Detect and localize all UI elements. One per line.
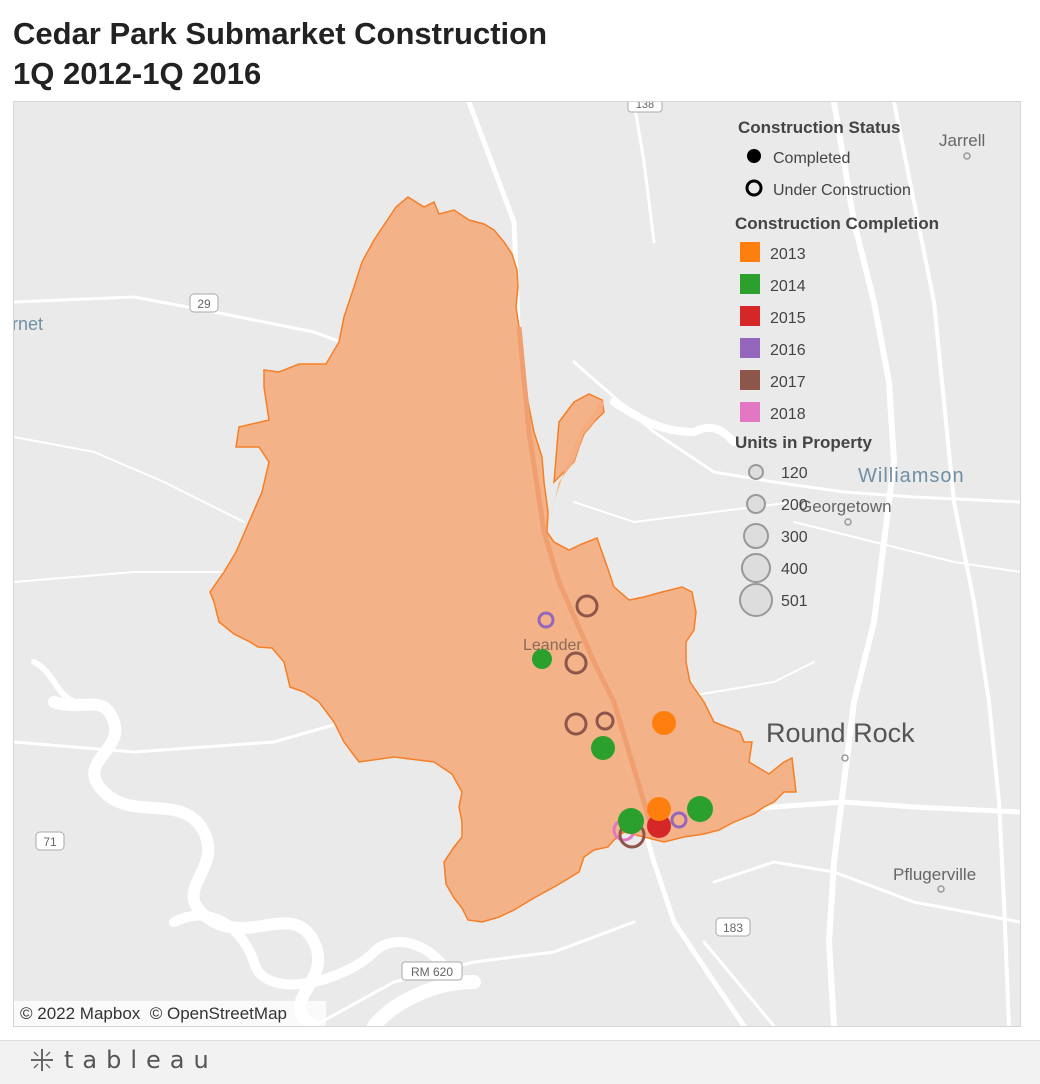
property-marker-2015-completed[interactable] bbox=[647, 814, 671, 838]
property-marker-2014-completed[interactable] bbox=[591, 736, 615, 760]
property-marker-2014-completed[interactable] bbox=[687, 796, 713, 822]
legend-swatch-2015 bbox=[740, 306, 760, 326]
highway-183-through-submarket bbox=[516, 326, 657, 838]
property-marker-2017-under-construction[interactable] bbox=[575, 594, 599, 618]
tableau-plus-icon bbox=[31, 1049, 53, 1071]
legend-swatch-2017 bbox=[740, 370, 760, 390]
property-marker-2017-under-construction[interactable] bbox=[595, 711, 615, 731]
legend-swatch-2018 bbox=[740, 402, 760, 422]
legend-label-2014: 2014 bbox=[770, 278, 806, 295]
place-label-round-rock: Round Rock bbox=[766, 718, 915, 748]
svg-text:183: 183 bbox=[723, 921, 743, 935]
property-marker-2016-under-construction[interactable] bbox=[670, 811, 688, 829]
legend-label-2013: 2013 bbox=[770, 246, 806, 263]
place-label-leander: Leander bbox=[523, 637, 582, 654]
road-shield-183: 183 bbox=[715, 917, 751, 937]
property-marker-2017-under-construction[interactable] bbox=[564, 712, 588, 736]
title-line-2: 1Q 2012-1Q 2016 bbox=[13, 56, 262, 91]
legend-completed-marker bbox=[747, 149, 761, 163]
place-dot-round-rock bbox=[841, 754, 849, 762]
road-shield-rm620: RM 620 bbox=[401, 961, 463, 981]
title-line-1: Cedar Park Submarket Construction bbox=[13, 16, 548, 51]
legend-status-under-construction: Under Construction bbox=[773, 182, 911, 199]
map-legend: Construction Status Completed Under Cons… bbox=[735, 118, 939, 617]
svg-text:© 2022 Mapbox © OpenStreetMap: © 2022 Mapbox © OpenStreetMap bbox=[20, 1004, 287, 1023]
legend-under-construction-marker bbox=[745, 179, 763, 197]
dashboard-title: Cedar Park Submarket Construction 1Q 201… bbox=[13, 14, 547, 94]
property-marker-2014-completed[interactable] bbox=[618, 808, 644, 834]
legend-label-2015: 2015 bbox=[770, 310, 806, 327]
legend-units-label-300: 300 bbox=[781, 529, 808, 546]
legend-units-marker-200 bbox=[746, 494, 766, 514]
roads-layer bbox=[14, 102, 1020, 1026]
svg-text:71: 71 bbox=[43, 835, 57, 849]
legend-units-marker-300 bbox=[743, 523, 769, 549]
legend-units-label-400: 400 bbox=[781, 561, 808, 578]
legend-status-completed: Completed bbox=[773, 150, 850, 167]
legend-label-2017: 2017 bbox=[770, 374, 806, 391]
legend-swatch-2014 bbox=[740, 274, 760, 294]
property-marker-2016-under-construction[interactable] bbox=[537, 611, 555, 629]
legend-units-marker-120 bbox=[748, 464, 764, 480]
svg-text:138: 138 bbox=[636, 102, 654, 111]
road-shield-138: 138 bbox=[627, 102, 663, 113]
property-marker-2013-completed[interactable] bbox=[647, 797, 671, 821]
property-marker-2013-completed[interactable] bbox=[652, 711, 676, 735]
legend-units-marker-400 bbox=[741, 553, 771, 583]
submarket-east-lobe bbox=[547, 400, 604, 532]
place-label-georgetown: Georgetown bbox=[799, 497, 892, 516]
map-view[interactable]: 138 29 71 183 RM 620 Jarrell rnet Willia… bbox=[13, 101, 1021, 1027]
svg-text:29: 29 bbox=[197, 297, 211, 311]
property-marker-2017-under-construction[interactable] bbox=[564, 651, 588, 675]
map-attribution[interactable]: © 2022 Mapbox © OpenStreetMap bbox=[14, 1001, 326, 1026]
water-layer bbox=[31, 398, 738, 1026]
map-canvas[interactable]: 138 29 71 183 RM 620 Jarrell rnet Willia… bbox=[14, 102, 1020, 1026]
legend-units-label-120: 120 bbox=[781, 465, 808, 482]
tableau-footer-bar bbox=[0, 1040, 1040, 1084]
legend-completion-title: Construction Completion bbox=[735, 214, 939, 233]
place-label-williamson: Williamson bbox=[858, 465, 965, 487]
place-label-bernet: rnet bbox=[14, 314, 43, 334]
svg-text:RM 620: RM 620 bbox=[411, 965, 453, 979]
legend-label-2016: 2016 bbox=[770, 342, 806, 359]
legend-units-label-200: 200 bbox=[781, 497, 808, 514]
legend-swatch-2013 bbox=[740, 242, 760, 262]
place-label-jarrell: Jarrell bbox=[939, 131, 985, 150]
road-shield-29: 29 bbox=[189, 293, 219, 313]
tableau-logo[interactable]: tableau bbox=[28, 1046, 218, 1074]
place-dot-georgetown bbox=[844, 518, 852, 526]
legend-units-label-501: 501 bbox=[781, 593, 808, 610]
place-dot-jarrell bbox=[963, 152, 971, 160]
property-markers[interactable] bbox=[532, 594, 713, 849]
legend-units-marker-501 bbox=[739, 583, 773, 617]
place-dot-pflugerville bbox=[937, 885, 945, 893]
legend-swatch-2016 bbox=[740, 338, 760, 358]
legend-label-2018: 2018 bbox=[770, 406, 806, 423]
legend-status-title: Construction Status bbox=[738, 118, 900, 137]
road-shield-71: 71 bbox=[35, 831, 65, 851]
property-marker-2014-completed[interactable] bbox=[532, 649, 552, 669]
legend-units-title: Units in Property bbox=[735, 433, 873, 452]
place-label-pflugerville: Pflugerville bbox=[893, 865, 976, 884]
tableau-wordmark: tableau bbox=[64, 1046, 218, 1074]
